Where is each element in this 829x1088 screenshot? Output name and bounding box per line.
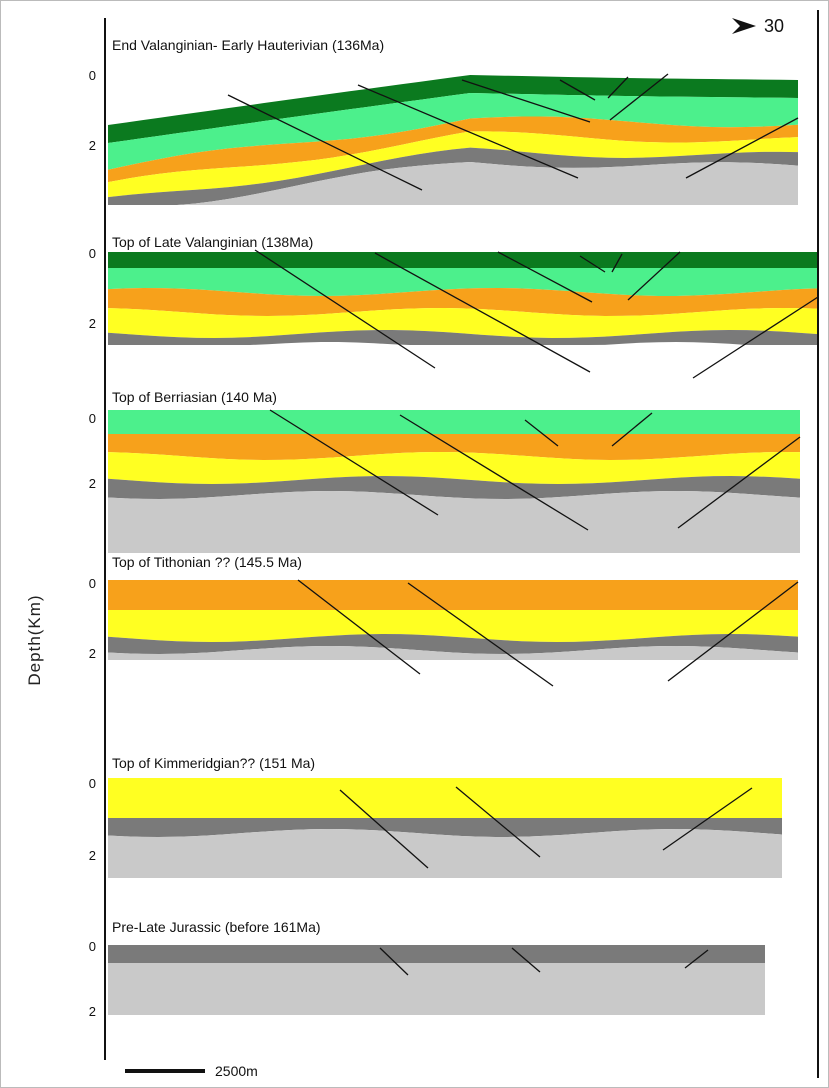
layer <box>108 580 798 610</box>
sections: End Valanginian- Early Hauterivian (136M… <box>89 37 818 1019</box>
panel-title: Pre-Late Jurassic (before 161Ma) <box>112 919 321 935</box>
scale-bar-label: 2500m <box>215 1063 258 1079</box>
depth-label: 0 <box>89 411 96 426</box>
depth-label: 2 <box>89 476 96 491</box>
depth-label: 0 <box>89 576 96 591</box>
depth-label: 2 <box>89 316 96 331</box>
layer <box>108 491 800 553</box>
layer <box>108 410 800 434</box>
panel-title: Top of Kimmeridgian?? (151 Ma) <box>112 755 315 771</box>
depth-label: 0 <box>89 68 96 83</box>
layer <box>108 945 765 963</box>
layer <box>108 252 818 268</box>
cross-section-figure: End Valanginian- Early Hauterivian (136M… <box>0 0 829 1088</box>
panel-title: Top of Tithonian ?? (145.5 Ma) <box>112 554 302 570</box>
panel-title: Top of Berriasian (140 Ma) <box>112 389 277 405</box>
depth-label: 2 <box>89 848 96 863</box>
orientation-label: 30 <box>764 16 784 36</box>
depth-label: 0 <box>89 246 96 261</box>
depth-label: 2 <box>89 1004 96 1019</box>
depth-label: 2 <box>89 138 96 153</box>
depth-label: 0 <box>89 776 96 791</box>
panel: Top of Berriasian (140 Ma) 0 2 <box>89 389 800 553</box>
depth-label: 0 <box>89 939 96 954</box>
depth-label: 2 <box>89 646 96 661</box>
panel-title: Top of Late Valanginian (138Ma) <box>112 234 313 250</box>
layer <box>108 778 782 818</box>
layer <box>108 963 765 1015</box>
panel-title: End Valanginian- Early Hauterivian (136M… <box>112 37 384 53</box>
axis-label: Depth(Km) <box>25 594 44 685</box>
layer <box>108 829 782 878</box>
